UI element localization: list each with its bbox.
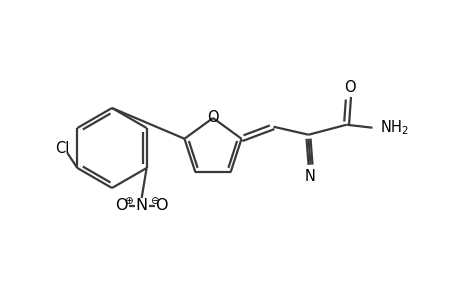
Text: O: O <box>155 199 168 214</box>
Text: O: O <box>207 110 218 125</box>
Text: NH$_2$: NH$_2$ <box>379 118 408 137</box>
Text: N: N <box>304 169 315 184</box>
Text: $\oplus$: $\oplus$ <box>123 194 133 206</box>
Text: O: O <box>115 199 128 214</box>
Text: Cl: Cl <box>55 140 69 155</box>
Text: N: N <box>135 199 147 214</box>
Text: O: O <box>343 80 354 95</box>
Text: $\ominus$: $\ominus$ <box>150 194 159 206</box>
